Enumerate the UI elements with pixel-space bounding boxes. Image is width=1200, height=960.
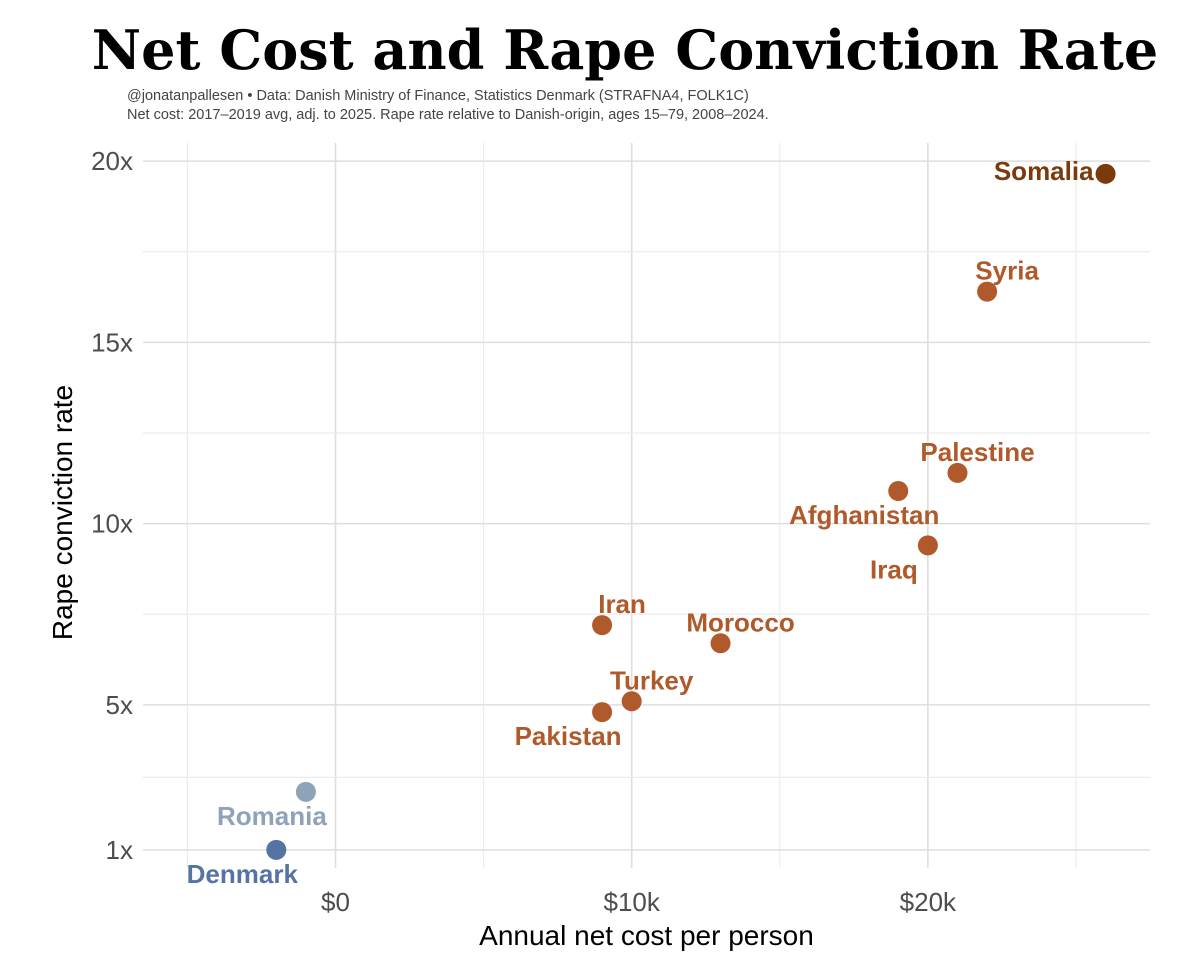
y-tick-label: 1x (106, 835, 133, 865)
grid (143, 143, 1150, 868)
point-label-iraq: Iraq (870, 554, 918, 584)
y-tick-label: 5x (106, 690, 133, 720)
data-point-iran (592, 615, 613, 636)
point-labels: Somalia Syria Palestine Afghanistan Iraq Iran… (187, 156, 1094, 889)
data-point-afghanistan (888, 481, 909, 501)
data-point-somalia (1095, 163, 1116, 184)
point-label-syria: Syria (975, 256, 1039, 286)
data-point-syria (977, 281, 998, 302)
point-label-pakistan: Pakistan (515, 721, 622, 751)
chart-title: Net Cost and Rape Conviction Rate (91, 18, 1159, 82)
x-tick-label: $0 (321, 887, 350, 917)
point-label-turkey: Turkey (610, 665, 694, 695)
data-point-pakistan (592, 702, 613, 723)
x-tick-label: $10k (603, 887, 660, 917)
axis-ticks: $0 $10k $20k 1x 5x 10x 15x 20x (91, 146, 957, 917)
point-label-afghanistan: Afghanistan (789, 500, 939, 530)
data-point-palestine (947, 462, 968, 483)
point-label-romania: Romania (217, 801, 327, 831)
data-point-iraq (917, 535, 938, 556)
point-label-morocco: Morocco (686, 607, 794, 637)
point-label-somalia: Somalia (994, 156, 1094, 186)
x-tick-label: $20k (900, 887, 957, 917)
point-label-palestine: Palestine (920, 437, 1034, 467)
y-axis-title: Rape conviction rate (47, 385, 78, 640)
data-points (266, 163, 1116, 860)
y-tick-label: 15x (91, 327, 133, 357)
chart-subtitle-source: @jonatanpallesen • Data: Danish Ministry… (127, 88, 749, 104)
y-tick-label: 10x (91, 509, 133, 539)
data-point-romania (295, 781, 316, 802)
data-point-denmark (266, 839, 287, 860)
data-point-turkey (621, 691, 642, 712)
y-tick-label: 20x (91, 146, 133, 176)
point-label-iran: Iran (598, 589, 646, 619)
x-axis-title: Annual net cost per person (479, 920, 814, 951)
data-point-morocco (710, 633, 731, 654)
point-label-denmark: Denmark (187, 859, 299, 889)
chart-subtitle-notes: Net cost: 2017–2019 avg, adj. to 2025. R… (127, 107, 769, 123)
